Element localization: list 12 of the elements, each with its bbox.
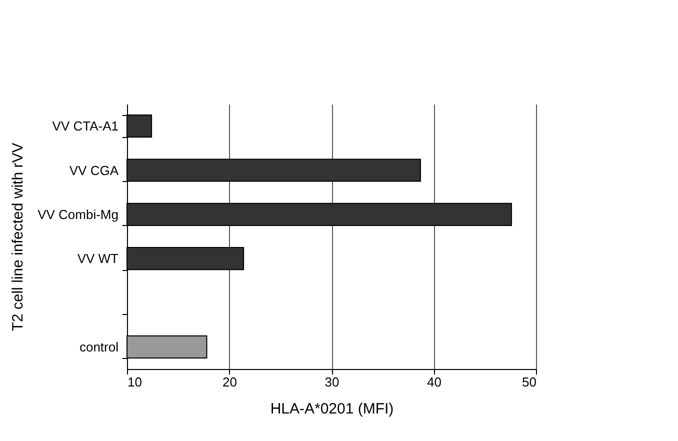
y-tick-label: control xyxy=(79,339,119,354)
x-tick-label: 20 xyxy=(222,374,237,390)
y-tick-label: VV CTA-A1 xyxy=(52,118,118,134)
x-tick-label: 10 xyxy=(128,374,142,390)
y-tick-label: VV WT xyxy=(77,251,119,266)
y-tick-label: VV Combi-Mg xyxy=(38,206,118,222)
y-tick-label: VV CGA xyxy=(69,162,119,178)
y-axis-title: T2 cell line infected with rVV xyxy=(10,142,27,332)
x-axis-title: HLA-A*0201 (MFI) xyxy=(270,400,394,418)
x-tick-label: 50 xyxy=(522,374,536,390)
x-tick-label: 30 xyxy=(324,374,340,390)
x-tick-label: 40 xyxy=(427,374,442,390)
